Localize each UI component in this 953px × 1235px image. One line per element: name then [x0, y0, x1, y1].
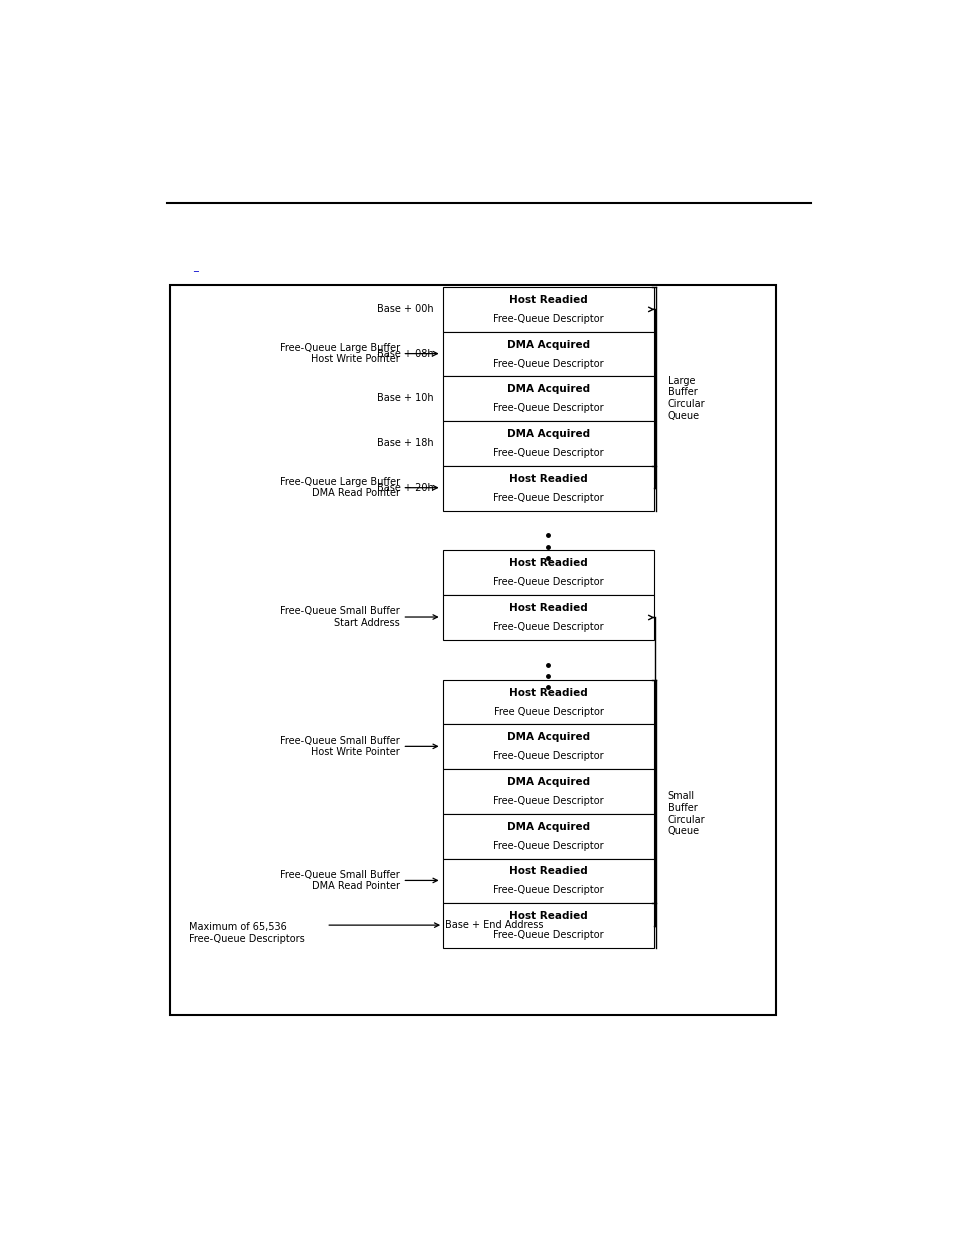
Bar: [442, 903, 653, 948]
Bar: [442, 858, 653, 903]
Text: Free-Queue Descriptor: Free-Queue Descriptor: [493, 493, 603, 503]
Text: Host Readied: Host Readied: [509, 474, 587, 484]
Bar: [442, 679, 653, 725]
Text: Host Readied: Host Readied: [509, 558, 587, 568]
Text: Base + 18h: Base + 18h: [376, 438, 433, 448]
Text: DMA Acquired: DMA Acquired: [506, 732, 589, 742]
Text: Free-Queue Descriptor: Free-Queue Descriptor: [493, 751, 603, 761]
Text: Free-Queue Descriptor: Free-Queue Descriptor: [493, 622, 603, 632]
Bar: [442, 551, 653, 595]
Bar: [442, 377, 653, 421]
Text: Small
Buffer
Circular
Queue: Small Buffer Circular Queue: [667, 792, 704, 836]
Text: Free-Queue Small Buffer
Start Address: Free-Queue Small Buffer Start Address: [280, 606, 400, 627]
Bar: [442, 421, 653, 466]
Bar: [170, 285, 775, 1015]
Bar: [442, 595, 653, 640]
Text: Free-Queue Small Buffer
DMA Read Pointer: Free-Queue Small Buffer DMA Read Pointer: [280, 869, 400, 892]
Text: Free-Queue Descriptor: Free-Queue Descriptor: [493, 841, 603, 851]
Text: Host Readied: Host Readied: [509, 603, 587, 613]
Text: Host Readied: Host Readied: [509, 867, 587, 877]
Bar: [442, 332, 653, 377]
Text: Free-Queue Descriptor: Free-Queue Descriptor: [493, 797, 603, 806]
Text: DMA Acquired: DMA Acquired: [506, 340, 589, 350]
Text: Base + End Address: Base + End Address: [445, 920, 543, 930]
Text: Host Readied: Host Readied: [509, 688, 587, 698]
Text: Base + 10h: Base + 10h: [376, 393, 433, 404]
Text: Free-Queue Small Buffer
Host Write Pointer: Free-Queue Small Buffer Host Write Point…: [280, 736, 400, 757]
Text: Base + 00h: Base + 00h: [376, 304, 433, 314]
Text: Free-Queue Large Buffer
Host Write Pointer: Free-Queue Large Buffer Host Write Point…: [280, 343, 400, 364]
Text: Host Readied: Host Readied: [509, 911, 587, 921]
Text: Host Readied: Host Readied: [509, 295, 587, 305]
Text: Base + 20h: Base + 20h: [376, 483, 433, 493]
Text: Free-Queue Descriptor: Free-Queue Descriptor: [493, 577, 603, 588]
Bar: [442, 287, 653, 332]
Text: Large
Buffer
Circular
Queue: Large Buffer Circular Queue: [667, 375, 704, 421]
Text: Free-Queue Descriptor: Free-Queue Descriptor: [493, 885, 603, 895]
Text: Free-Queue Descriptor: Free-Queue Descriptor: [493, 930, 603, 940]
Text: DMA Acquired: DMA Acquired: [506, 821, 589, 831]
Text: DMA Acquired: DMA Acquired: [506, 429, 589, 438]
Bar: [442, 769, 653, 814]
Text: Free-Queue Large Buffer
DMA Read Pointer: Free-Queue Large Buffer DMA Read Pointer: [280, 477, 400, 499]
Text: Base + 08h: Base + 08h: [376, 348, 433, 358]
Bar: [442, 466, 653, 510]
Bar: [442, 814, 653, 858]
Text: _: _: [193, 262, 198, 272]
Text: Maximum of 65,536
Free-Queue Descriptors: Maximum of 65,536 Free-Queue Descriptors: [190, 923, 305, 944]
Bar: [442, 725, 653, 769]
Text: Free Queue Descriptor: Free Queue Descriptor: [493, 706, 602, 716]
Text: Free-Queue Descriptor: Free-Queue Descriptor: [493, 358, 603, 368]
Text: Free-Queue Descriptor: Free-Queue Descriptor: [493, 448, 603, 458]
Text: Free-Queue Descriptor: Free-Queue Descriptor: [493, 314, 603, 324]
Text: DMA Acquired: DMA Acquired: [506, 777, 589, 787]
Text: Free-Queue Descriptor: Free-Queue Descriptor: [493, 404, 603, 414]
Text: DMA Acquired: DMA Acquired: [506, 384, 589, 394]
